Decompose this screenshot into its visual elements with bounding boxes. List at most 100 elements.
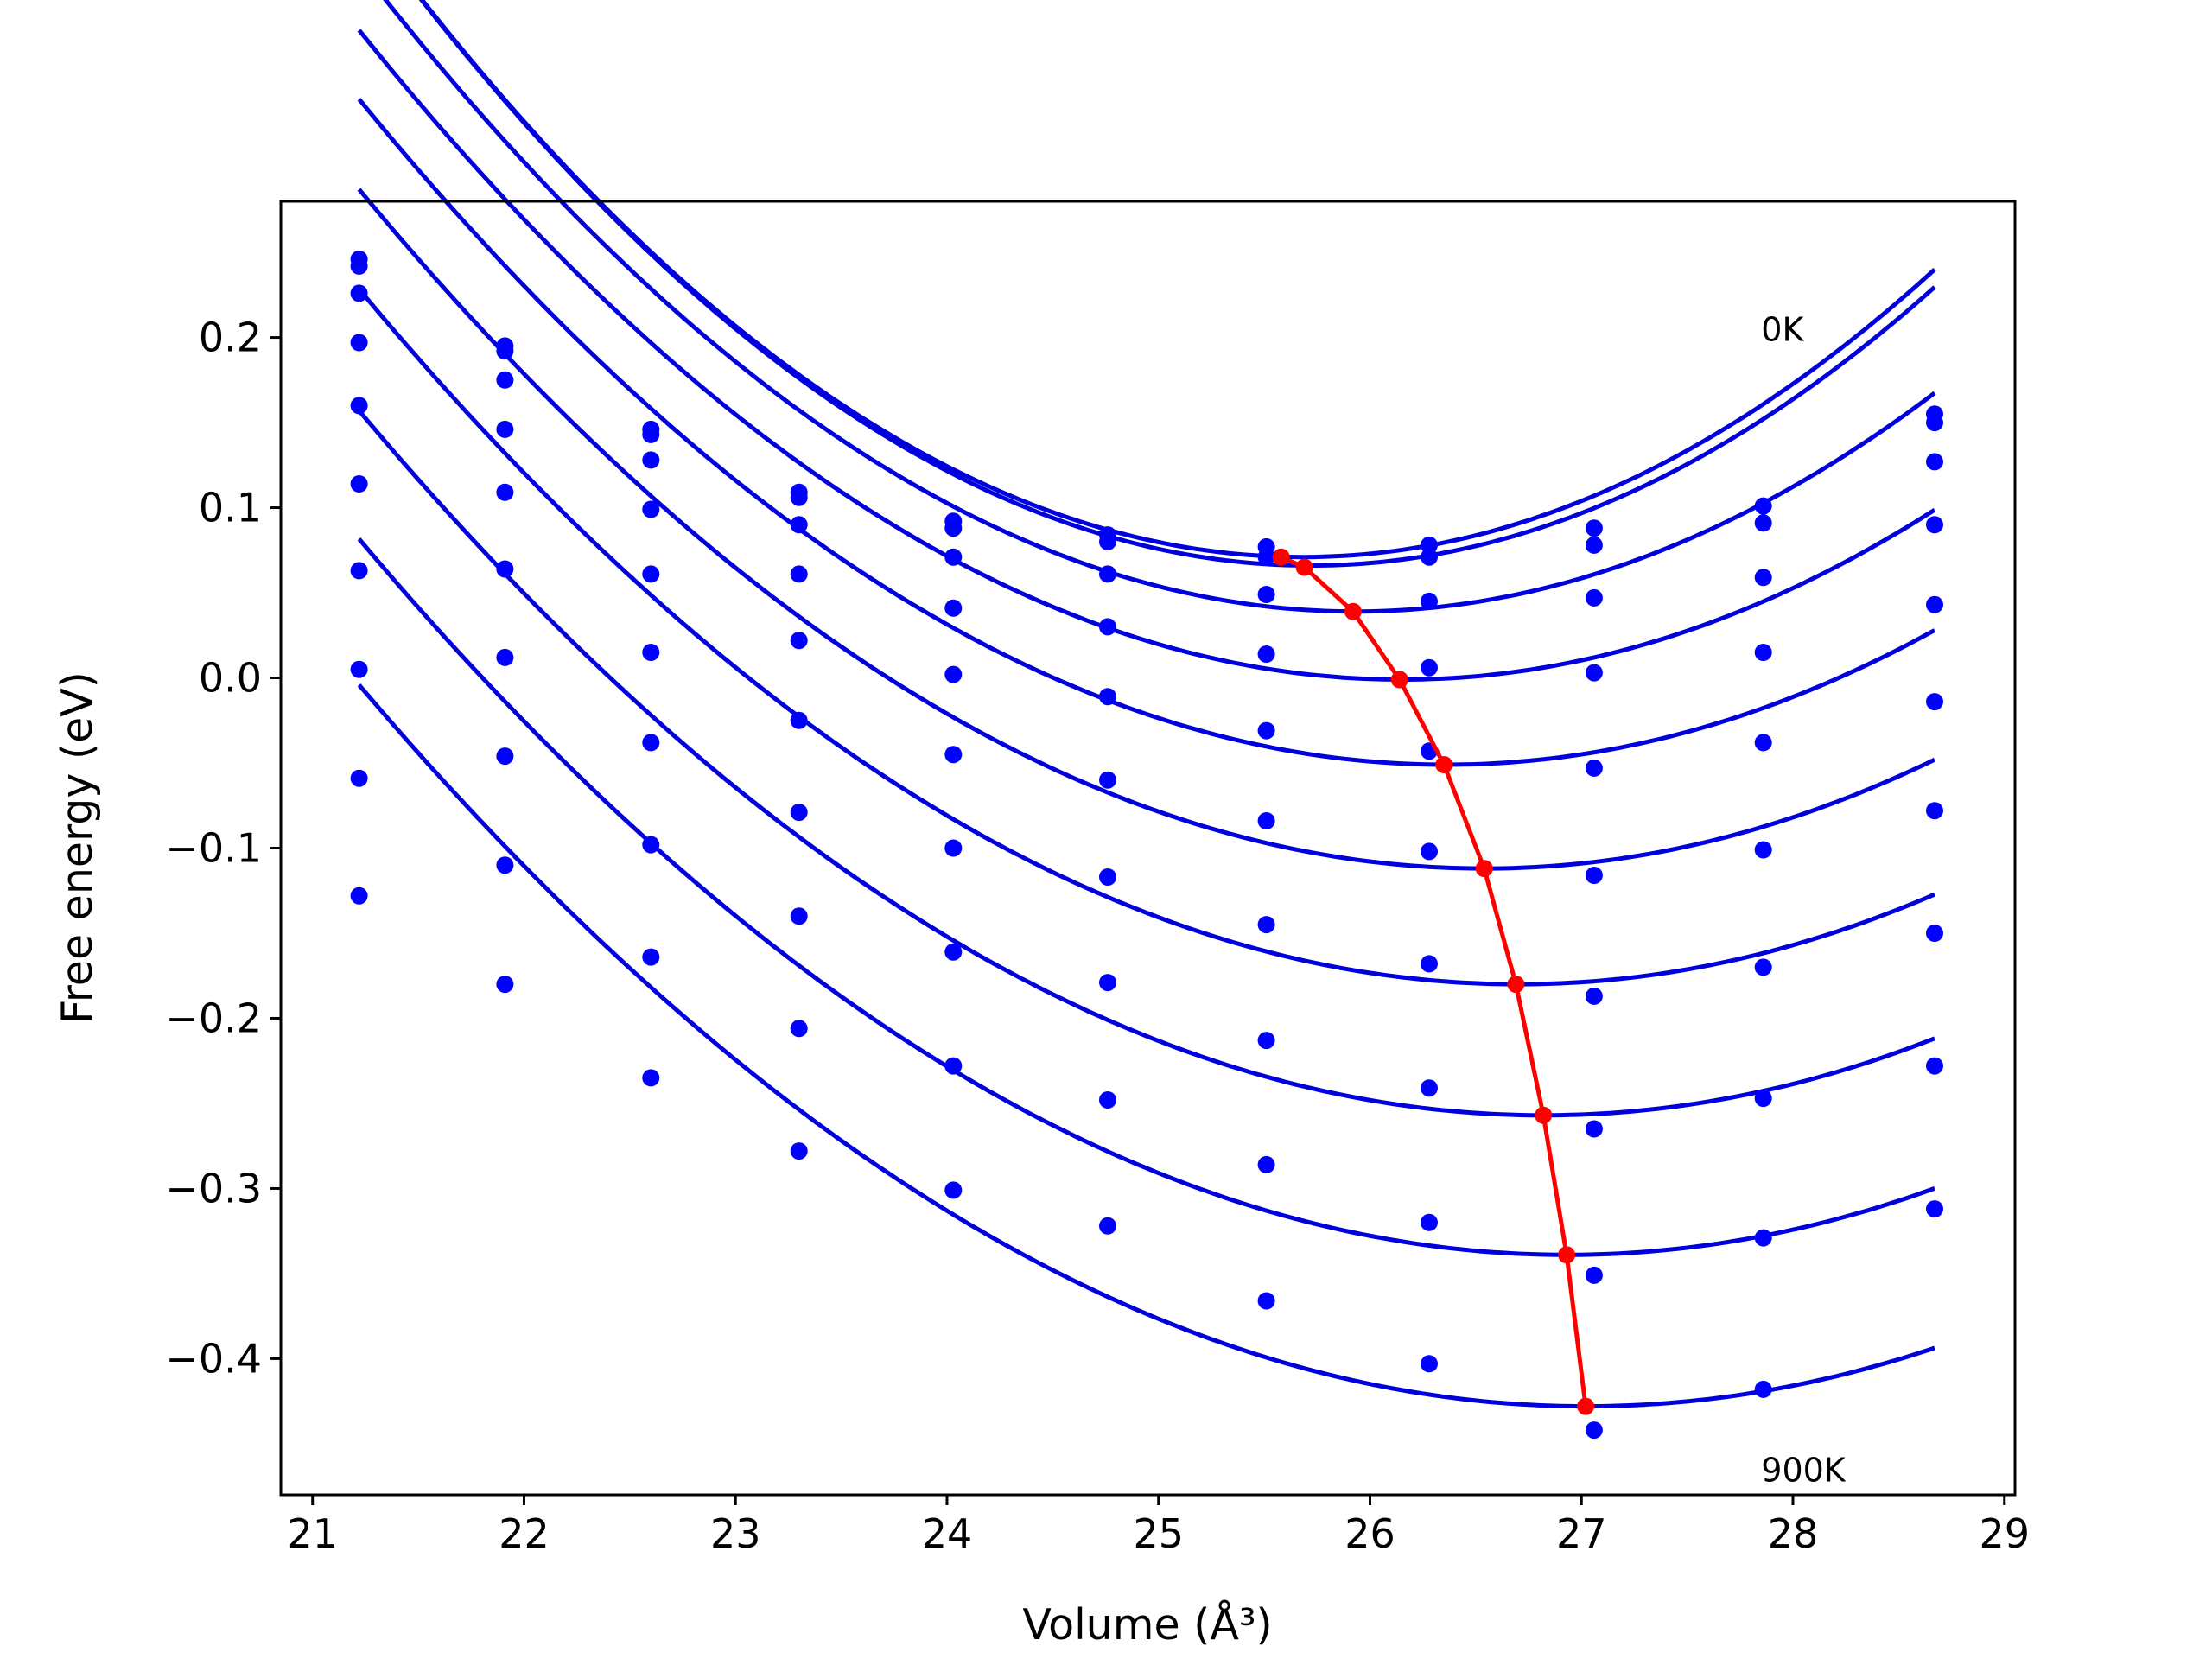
data-point bbox=[1099, 771, 1116, 789]
data-point bbox=[1926, 516, 1943, 534]
data-point bbox=[1754, 569, 1772, 587]
data-point bbox=[1926, 693, 1943, 711]
data-point bbox=[1099, 618, 1116, 636]
y-tick-label: −0.2 bbox=[165, 995, 262, 1041]
data-point bbox=[496, 747, 514, 766]
annotation-label-1: 0K bbox=[1761, 311, 1804, 349]
minimum-point bbox=[1390, 671, 1408, 689]
data-point bbox=[350, 334, 368, 352]
data-point bbox=[350, 257, 368, 275]
data-point bbox=[1099, 1217, 1116, 1235]
data-point bbox=[1585, 1266, 1603, 1284]
x-tick-label: 25 bbox=[1133, 1510, 1184, 1557]
data-point bbox=[944, 1057, 963, 1075]
data-point bbox=[944, 599, 963, 617]
y-axis-ticks: −0.4 −0.3 −0.2 −0.1 0.0 0.1 0.2 bbox=[165, 315, 281, 1382]
data-point bbox=[1585, 519, 1603, 537]
data-point bbox=[642, 451, 660, 469]
data-point bbox=[350, 769, 368, 787]
data-point bbox=[1585, 664, 1603, 682]
data-point bbox=[1926, 802, 1943, 820]
data-point bbox=[944, 548, 963, 566]
data-point bbox=[790, 907, 808, 925]
data-point bbox=[1585, 1421, 1603, 1440]
data-point bbox=[1585, 987, 1603, 1005]
minimum-point bbox=[1507, 976, 1525, 994]
data-point bbox=[790, 1142, 808, 1160]
data-point bbox=[1754, 841, 1772, 859]
data-point bbox=[496, 560, 514, 578]
annotations: 0K 900K bbox=[1761, 311, 1847, 1490]
data-points bbox=[350, 251, 1943, 1440]
x-tick-label: 24 bbox=[922, 1510, 973, 1557]
data-point bbox=[1754, 1380, 1772, 1398]
data-point bbox=[790, 1020, 808, 1038]
data-point bbox=[1257, 721, 1275, 740]
data-point bbox=[1585, 536, 1603, 554]
data-point bbox=[1585, 588, 1603, 607]
data-point bbox=[496, 420, 514, 438]
data-point bbox=[1257, 812, 1275, 830]
data-point bbox=[790, 565, 808, 583]
data-point bbox=[1257, 548, 1275, 566]
y-tick-label: −0.1 bbox=[165, 825, 262, 872]
y-tick-label: 0.1 bbox=[199, 485, 262, 531]
fit-curve-3 bbox=[383, 0, 1936, 614]
y-tick-label: 0.2 bbox=[199, 315, 262, 361]
data-point bbox=[1421, 536, 1438, 554]
data-point bbox=[1099, 1091, 1116, 1109]
data-point bbox=[1257, 916, 1275, 934]
fit-curves bbox=[357, 0, 1936, 1409]
data-point bbox=[1926, 925, 1943, 942]
data-point bbox=[350, 660, 368, 678]
data-point bbox=[642, 565, 660, 583]
data-point bbox=[1421, 1355, 1438, 1373]
data-point bbox=[1585, 1120, 1603, 1138]
data-point bbox=[944, 839, 963, 857]
data-point bbox=[1754, 514, 1772, 532]
data-point bbox=[1257, 1292, 1275, 1310]
data-point bbox=[1754, 734, 1772, 752]
fit-curve-2 bbox=[418, 0, 1936, 568]
data-point bbox=[642, 734, 660, 752]
data-point bbox=[1754, 497, 1772, 515]
data-point bbox=[1926, 453, 1943, 471]
x-tick-label: 27 bbox=[1556, 1510, 1607, 1557]
data-point bbox=[496, 856, 514, 874]
minimum-point bbox=[1558, 1246, 1576, 1264]
minimum-line bbox=[1280, 555, 1588, 1407]
minimum-point bbox=[1535, 1106, 1553, 1124]
data-point bbox=[496, 648, 514, 666]
fit-curve-6 bbox=[357, 188, 1936, 871]
data-point bbox=[1754, 1229, 1772, 1247]
annotation-label-2: 900K bbox=[1761, 1451, 1847, 1489]
data-point bbox=[1421, 592, 1438, 610]
y-tick-label: −0.3 bbox=[165, 1165, 262, 1211]
data-point bbox=[1099, 532, 1116, 550]
data-point bbox=[1421, 1079, 1438, 1097]
data-point bbox=[944, 943, 963, 961]
data-point bbox=[944, 746, 963, 764]
data-point bbox=[350, 284, 368, 302]
fit-curve-9 bbox=[357, 537, 1936, 1257]
data-point bbox=[496, 483, 514, 501]
data-point bbox=[496, 342, 514, 360]
data-point bbox=[1754, 958, 1772, 976]
data-point bbox=[790, 488, 808, 506]
data-point bbox=[944, 665, 963, 683]
x-tick-label: 28 bbox=[1768, 1510, 1819, 1557]
fit-curve-5 bbox=[357, 98, 1936, 767]
data-point bbox=[1926, 414, 1943, 432]
minimum-point bbox=[1344, 602, 1362, 620]
y-tick-label: −0.4 bbox=[165, 1335, 262, 1382]
data-point bbox=[1421, 955, 1438, 973]
x-tick-label: 26 bbox=[1344, 1510, 1395, 1557]
data-point bbox=[350, 475, 368, 493]
data-point bbox=[1754, 1090, 1772, 1108]
data-point bbox=[1099, 974, 1116, 992]
data-point bbox=[350, 887, 368, 905]
x-tick-label: 29 bbox=[1979, 1510, 2030, 1557]
x-tick-label: 22 bbox=[499, 1510, 550, 1557]
